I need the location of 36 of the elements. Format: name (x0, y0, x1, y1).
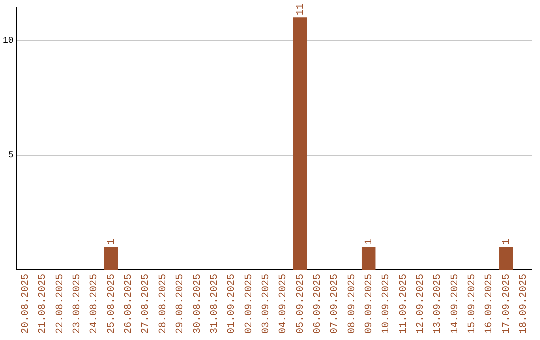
x-tick-label: 04.09.2025 (278, 274, 290, 334)
data-label: 1 (106, 239, 118, 246)
x-tick-label: 08.09.2025 (347, 274, 358, 334)
x-tick-label: 06.09.2025 (312, 274, 324, 334)
x-tick-label: 02.09.2025 (244, 274, 256, 334)
x-tick-label: 01.09.2025 (227, 274, 238, 334)
x-tick-label: 25.08.2025 (106, 274, 118, 334)
x-tick-label: 12.09.2025 (416, 274, 428, 334)
x-tick-label: 10.09.2025 (382, 274, 393, 334)
x-tick-label: 30.08.2025 (192, 274, 204, 334)
x-tick-label: 17.09.2025 (502, 274, 513, 334)
x-tick-label: 26.08.2025 (124, 274, 136, 334)
data-label: 1 (364, 239, 376, 246)
x-tick-label: 15.09.2025 (468, 274, 479, 334)
x-tick-label: 09.09.2025 (364, 274, 376, 334)
x-tick-label: 13.09.2025 (433, 274, 444, 334)
x-tick-label: 23.08.2025 (72, 274, 84, 334)
x-tick-label: 20.08.2025 (21, 274, 32, 334)
x-tick-label: 16.09.2025 (484, 274, 496, 334)
x-tick-label: 03.09.2025 (261, 274, 272, 334)
x-tick-label: 24.08.2025 (90, 274, 101, 334)
x-tick-label: 07.09.2025 (330, 274, 342, 334)
x-tick-label: 28.08.2025 (158, 274, 170, 334)
data-label: 11 (296, 4, 307, 16)
y-tick-label: 5 (8, 150, 14, 161)
x-tick-label: 11.09.2025 (398, 274, 410, 334)
y-tick-label: 10 (2, 36, 14, 46)
x-tick-label: 18.09.2025 (519, 274, 530, 334)
x-tick-label: 31.08.2025 (210, 274, 221, 334)
x-tick-label: 21.08.2025 (38, 274, 50, 334)
x-tick-label: 14.09.2025 (450, 274, 462, 334)
x-tick-label: 27.08.2025 (141, 274, 152, 334)
data-label: 1 (502, 239, 513, 246)
x-tick-label: 05.09.2025 (296, 274, 307, 334)
x-tick-label: 22.08.2025 (55, 274, 66, 334)
x-tick-label: 29.08.2025 (176, 274, 187, 334)
